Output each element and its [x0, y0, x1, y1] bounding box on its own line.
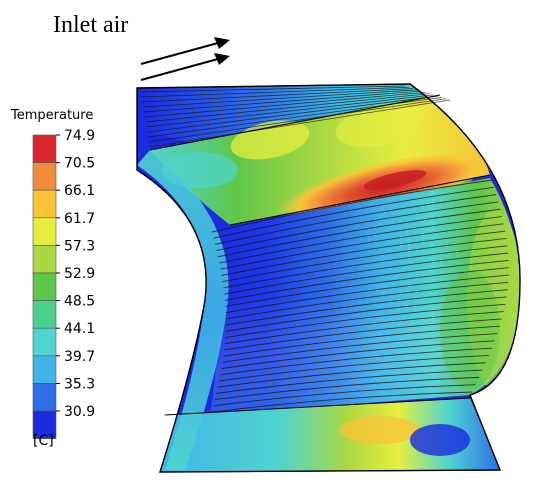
fin-line	[225, 303, 506, 338]
legend-swatch	[32, 327, 57, 357]
fin-line	[223, 325, 500, 357]
fin-line	[225, 296, 507, 332]
top-fin-line	[142, 89, 418, 108]
fin-line	[225, 289, 508, 326]
top-fin-line	[141, 88, 414, 103]
inlet-arrow-icon	[140, 37, 230, 81]
top-fin-lines	[139, 85, 451, 148]
fin-line	[221, 340, 495, 369]
legend-tick-label: 74.9	[64, 128, 95, 144]
legend-swatch	[32, 355, 57, 384]
fin-line	[216, 201, 499, 252]
fin-line	[222, 238, 507, 283]
top-fin-line	[145, 93, 430, 123]
fin-line	[225, 274, 509, 314]
fin-line	[220, 347, 492, 376]
fin-line	[217, 362, 486, 388]
top-fin-line	[144, 91, 426, 118]
temperature-legend: Temperature 74.9 70.5 66.1 61.7 57.3 52.9 48.5…	[10, 108, 95, 449]
legend-tick-label: 48.5	[64, 294, 95, 310]
top-fin-line	[143, 90, 422, 113]
fin-line	[225, 267, 509, 307]
legend-swatch	[32, 245, 57, 274]
fin-line	[224, 311, 504, 345]
legend-swatch	[32, 162, 57, 191]
fin-line	[224, 252, 509, 295]
legend-tick-label: 52.9	[64, 266, 95, 282]
bottom-plate	[160, 398, 500, 472]
legend-swatch	[32, 217, 57, 246]
fin-line	[211, 391, 473, 413]
top-fin-line	[139, 85, 406, 93]
fin-line	[213, 186, 495, 239]
top-fin-line	[149, 99, 451, 148]
legend-swatch	[32, 189, 57, 219]
top-fin-line	[146, 94, 434, 128]
legend-unit: [C]	[33, 433, 54, 449]
fin-lines	[211, 179, 509, 413]
fin-line	[211, 179, 493, 233]
fin-line	[224, 259, 509, 301]
fin-line	[217, 208, 501, 258]
fin-line	[221, 230, 506, 276]
fin-line	[223, 245, 508, 289]
legend-swatch	[32, 134, 57, 163]
legend-tick-label: 44.1	[64, 321, 95, 337]
legend-tick-label: 35.3	[64, 376, 95, 392]
fin-line	[219, 354, 489, 382]
fin-line	[213, 384, 476, 407]
top-fin-line	[147, 95, 438, 133]
legend-swatch	[32, 410, 57, 439]
inner-wall	[137, 150, 229, 470]
legend-tick-label: 57.3	[64, 238, 95, 254]
inlet-air-label: Inlet air	[53, 12, 128, 38]
legend-tick-label: 39.7	[64, 349, 95, 365]
legend-swatch	[32, 300, 57, 329]
fin-line	[220, 223, 504, 270]
legend-swatch	[32, 272, 57, 301]
fin-line	[216, 369, 483, 394]
fin-line	[225, 281, 509, 320]
inlet-annotation: Inlet air	[53, 12, 230, 81]
legend-tick-label: 30.9	[64, 404, 95, 420]
top-fin-region	[137, 84, 470, 145]
legend-tick-label: 70.5	[64, 156, 95, 172]
top-fin-line	[149, 98, 446, 143]
legend-tick-label: 61.7	[64, 211, 95, 227]
legend-swatch	[32, 383, 57, 412]
legend-title: Temperature	[10, 108, 93, 123]
fin-line	[219, 216, 503, 264]
fin-line	[222, 333, 498, 363]
fin-line	[224, 318, 502, 351]
fin-line	[214, 376, 479, 401]
legend-tick-label: 66.1	[64, 183, 95, 199]
fin-line	[214, 194, 497, 245]
top-fin-line	[140, 86, 410, 98]
heat-sink-body	[136, 83, 521, 473]
